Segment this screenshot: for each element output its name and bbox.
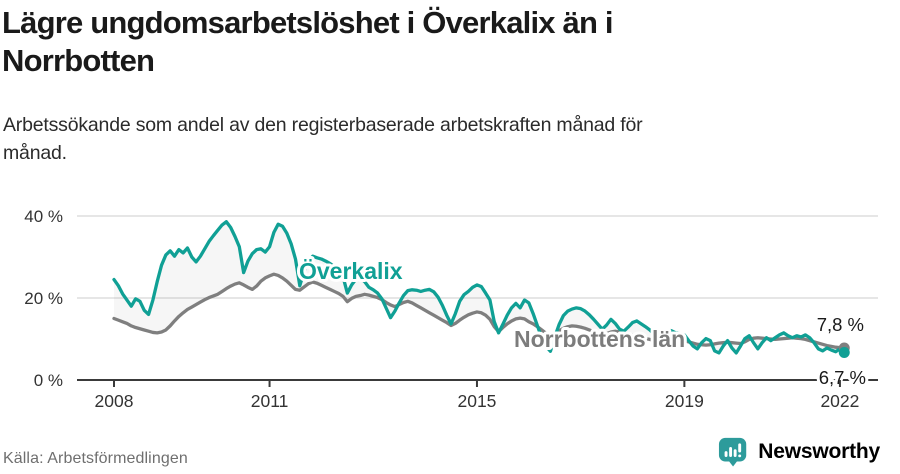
chart-svg: 40 % 20 % 0 % Överkalix Norrbottens län 6,7 %… (24, 207, 878, 411)
y-tick-label: 40 % (24, 207, 63, 226)
series-label-overkalix: Överkalix (299, 258, 403, 284)
newsworthy-pin-chart-icon (719, 437, 747, 467)
x-tick-label: 2022 (820, 391, 859, 411)
source-note: Källa: Arbetsförmedlingen (3, 450, 188, 467)
x-tick-label: 2011 (251, 391, 289, 411)
end-value-label-overkalix: 6,7 % (819, 367, 866, 388)
series-label-norrbotten: Norrbottens län (514, 326, 685, 352)
chart-subtitle: Arbetssökande som andel av den registerb… (3, 112, 863, 167)
y-tick-label: 0 % (34, 371, 63, 390)
page-title-line-2: Norrbotten (2, 42, 155, 78)
chart-subtitle-line-1: Arbetssökande som andel av den registerb… (3, 114, 643, 136)
end-value-label-norrbotten: 7,8 % (817, 314, 864, 335)
line-chart: 40 % 20 % 0 % Överkalix Norrbottens län 6,7 %… (0, 190, 900, 422)
page-title-line-1: Lägre ungdomsarbetslöshet i Överkalix än… (2, 5, 614, 40)
end-dot-overkalix (838, 347, 850, 359)
newsworthy-logo: Newsworthy (718, 436, 880, 468)
x-tick-label: 2015 (457, 391, 496, 411)
series-line-overkalix (112, 220, 846, 355)
page-title: Lägre ungdomsarbetslöshet i Överkalix än… (2, 4, 882, 80)
y-tick-label: 20 % (24, 289, 63, 308)
x-tick-label: 2019 (665, 391, 704, 411)
chart-subtitle-line-2: månad. (3, 141, 67, 164)
brand-name: Newsworthy (758, 440, 880, 463)
series-line-norrbotten (112, 272, 846, 350)
x-tick-label: 2008 (95, 391, 134, 411)
